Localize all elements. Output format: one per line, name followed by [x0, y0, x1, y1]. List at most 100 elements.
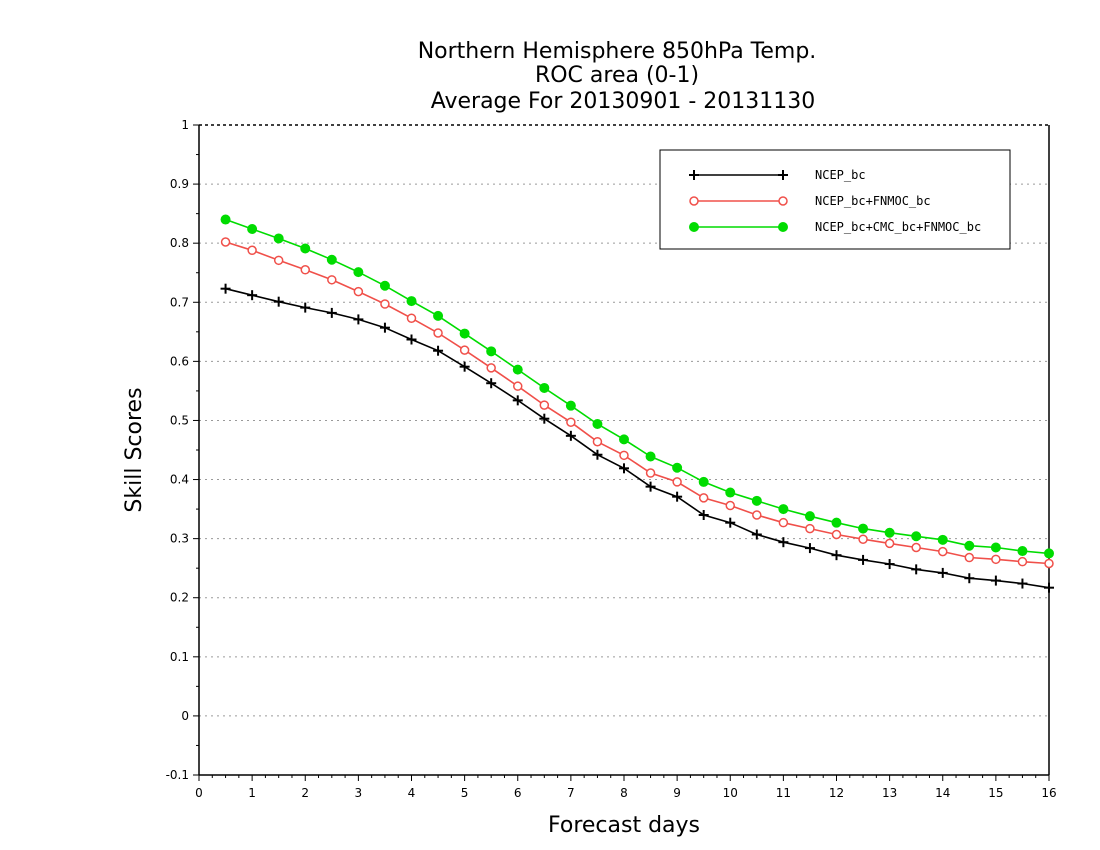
series-1	[220, 237, 1054, 569]
series-0-point-15	[619, 463, 629, 474]
series-1-point-25	[884, 538, 895, 549]
series-1-point-7	[406, 313, 417, 323]
series-2-point-28	[964, 540, 975, 551]
x-tick-label-16: 16	[1041, 786, 1056, 800]
series-2-point-13	[565, 400, 576, 411]
legend-marker-start-0	[689, 170, 699, 180]
x-tick-label-6: 6	[514, 786, 522, 800]
y-tick-label-5: 0.4	[170, 473, 189, 487]
series-1-point-21	[778, 517, 789, 528]
x-tick-label-11: 11	[776, 786, 791, 800]
series-2-point-6	[379, 280, 390, 291]
title-line-2: ROC area (0-1)	[535, 63, 699, 88]
series-2-point-30	[1017, 546, 1028, 557]
series-1-point-1	[247, 245, 257, 256]
series-0-point-31	[1044, 582, 1054, 593]
series-0-point-24	[858, 554, 869, 565]
chart-title: Northern Hemisphere 850hPa Temp. ROC are…	[418, 39, 817, 114]
series-2-point-23	[831, 517, 842, 528]
series-1-point-29	[991, 554, 1001, 565]
series-1-point-2	[273, 255, 284, 266]
series-0-point-0	[220, 283, 231, 294]
series-1-point-4	[327, 275, 337, 285]
y-tick-label-2: 0.1	[170, 650, 189, 664]
series-0-point-4	[326, 307, 337, 318]
x-tick-label-9: 9	[673, 786, 681, 800]
legend-marker-start-1	[689, 196, 699, 206]
series-2-point-21	[778, 504, 789, 515]
series-0-point-21	[778, 537, 789, 548]
series-0-point-30	[1017, 578, 1028, 589]
series-0-point-9	[459, 361, 470, 372]
y-tick-label-8: 0.7	[170, 295, 189, 309]
series-1-point-31	[1044, 558, 1054, 569]
series-1-point-9	[459, 345, 470, 355]
series-0-point-23	[831, 550, 842, 561]
series-0-line	[225, 287, 1050, 589]
series-0-point-18	[698, 510, 709, 520]
legend-marker-start-2	[689, 222, 699, 232]
series-group	[220, 214, 1054, 593]
series-2-point-29	[990, 542, 1001, 553]
series-2-point-11	[512, 364, 523, 375]
x-tick-label-3: 3	[355, 786, 363, 800]
series-2-point-7	[406, 296, 417, 307]
x-tick-label-10: 10	[723, 786, 738, 800]
series-0-point-13	[565, 430, 576, 441]
series-1-line	[225, 241, 1050, 565]
series-2-point-4	[326, 254, 337, 265]
series-0-point-8	[433, 345, 444, 356]
series-2-point-12	[539, 382, 550, 393]
series-0-point-2	[273, 296, 284, 307]
series-1-point-22	[805, 523, 815, 534]
series-2-point-9	[459, 328, 470, 339]
x-tick-label-2: 2	[301, 786, 309, 800]
legend-label-2: NCEP_bc+CMC_bc+FNMOC_bc	[815, 220, 981, 234]
series-0-point-17	[672, 491, 683, 502]
series-0-point-10	[486, 378, 497, 389]
series-1-point-3	[300, 265, 310, 275]
y-tick-label-7: 0.6	[170, 354, 189, 368]
series-2-point-22	[804, 511, 815, 522]
x-tick-label-1: 1	[248, 786, 256, 800]
series-2-point-20	[751, 495, 762, 506]
series-1-point-5	[353, 286, 364, 297]
legend-marker-end-2	[778, 222, 788, 232]
series-1-point-14	[592, 436, 603, 447]
y-axis-ticks: -0.1 0 0.1 0.2 0.3 0.4 0.5 0.6 0.7 0.8 0.9 1	[166, 118, 199, 782]
x-tick-label-0: 0	[195, 786, 203, 800]
series-1-point-8	[433, 328, 443, 338]
series-2-point-15	[619, 434, 629, 445]
series-2-point-0	[220, 214, 231, 225]
series-2-point-1	[247, 224, 258, 234]
series-2-point-19	[725, 487, 736, 498]
legend: NCEP_bc NCEP_bc+FNMOC_bc NCEP_bc+CMC_bc+FN…	[659, 149, 1011, 250]
series-0-point-26	[911, 564, 922, 575]
series-2-point-25	[884, 527, 895, 538]
series-1-point-27	[938, 546, 948, 557]
series-2-line	[225, 218, 1050, 555]
series-1-point-0	[220, 237, 231, 247]
series-0-point-11	[512, 395, 523, 406]
series-0-point-25	[884, 559, 895, 570]
series-0	[220, 283, 1054, 593]
series-1-point-24	[858, 534, 868, 544]
y-tick-label-1: 0	[181, 709, 189, 723]
legend-label-1: NCEP_bc+FNMOC_bc	[815, 194, 931, 208]
legend-label-0: NCEP_bc	[815, 168, 866, 182]
series-0-point-16	[645, 481, 656, 492]
x-axis-ticks: 0 1 2 3 4 5 6 7 8 9 10 11 12 13 14 15 16	[195, 775, 1057, 800]
series-1-point-17	[672, 477, 682, 487]
series-1-point-20	[752, 510, 762, 520]
series-1-point-30	[1017, 556, 1028, 567]
series-1-point-23	[831, 529, 842, 540]
series-0-point-6	[379, 322, 390, 333]
series-2-point-16	[645, 451, 656, 462]
series-2-point-17	[672, 462, 683, 473]
series-1-point-11	[513, 381, 523, 391]
y-tick-label-9: 0.8	[170, 236, 189, 250]
series-1-point-15	[619, 450, 629, 461]
x-tick-label-13: 13	[882, 786, 897, 800]
x-tick-label-12: 12	[829, 786, 844, 800]
